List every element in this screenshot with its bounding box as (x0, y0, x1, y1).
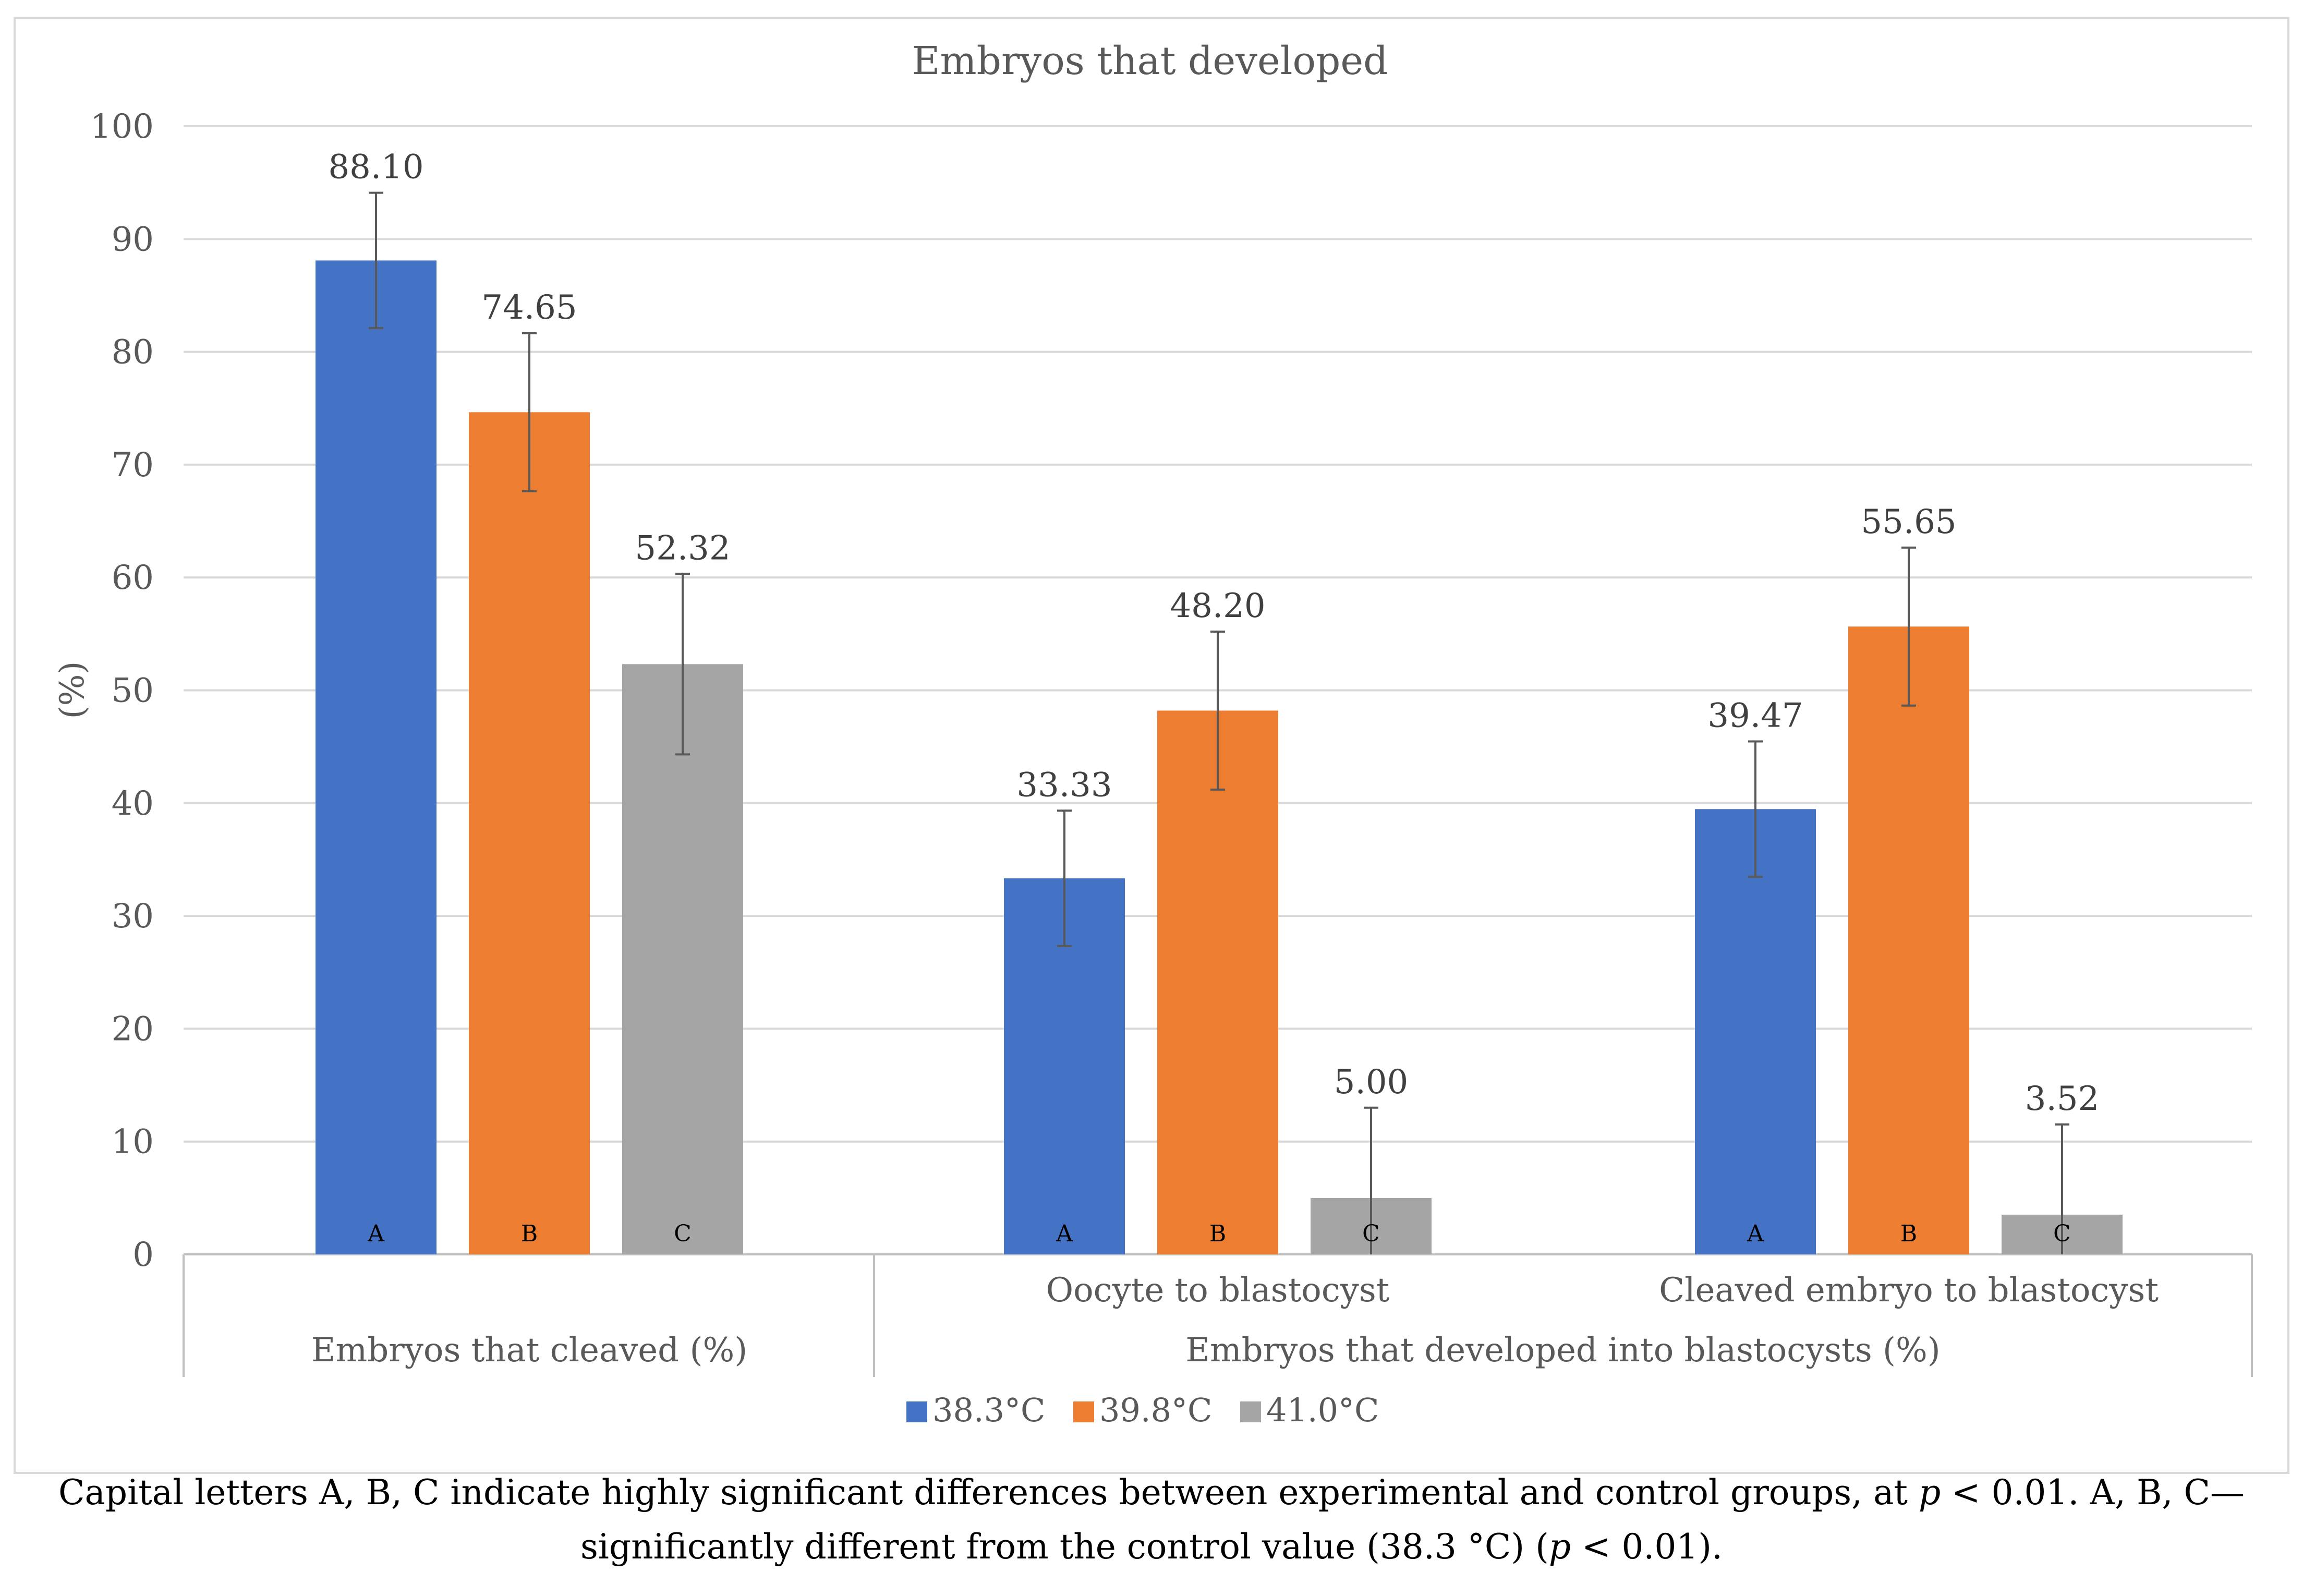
legend-swatch (1240, 1401, 1261, 1422)
significance-letter: B (521, 1220, 538, 1247)
x-category-label: Oocyte to blastocyst (1046, 1271, 1390, 1310)
y-tick-label: 50 (112, 672, 154, 710)
y-tick-label: 100 (90, 107, 154, 146)
legend-swatch (1073, 1401, 1094, 1422)
y-tick-label: 0 (132, 1236, 154, 1274)
y-tick-label: 10 (112, 1123, 154, 1162)
data-label: 74.65 (481, 288, 577, 327)
y-tick-label: 40 (112, 784, 154, 823)
significance-letter: A (1056, 1220, 1073, 1247)
significance-letter: A (367, 1220, 385, 1247)
legend-label: 41.0°C (1266, 1391, 1379, 1429)
x-category-label: Cleaved embryo to blastocyst (1659, 1271, 2159, 1310)
bar-chart: Embryos that developed 0 10 20 30 40 50 60 70 80 9… (14, 17, 2289, 1474)
data-label: 55.65 (1861, 503, 1956, 541)
caption-line-2: significantly different from the control… (580, 1527, 1723, 1567)
bar (1848, 626, 1969, 1254)
bar (469, 412, 590, 1254)
figure-caption: Capital letters A, B, C indicate highly … (0, 1466, 2303, 1574)
x-group-label: Embryos that developed into blastocysts … (1185, 1331, 1941, 1370)
y-axis-label: (%) (53, 661, 92, 719)
significance-letter: C (2053, 1220, 2071, 1247)
bar (1157, 710, 1278, 1254)
data-label: 39.47 (1707, 696, 1803, 735)
data-label: 33.33 (1016, 766, 1112, 804)
bar (622, 664, 743, 1254)
y-tick-label: 20 (112, 1010, 154, 1048)
data-label: 48.20 (1170, 587, 1265, 625)
x-group-label: Embryos that cleaved (%) (311, 1331, 747, 1370)
significance-letter: C (674, 1220, 692, 1247)
legend-label: 38.3°C (932, 1391, 1046, 1429)
data-label: 88.10 (328, 148, 423, 187)
data-label: 52.32 (635, 529, 730, 567)
data-label: 5.00 (1334, 1063, 1409, 1102)
legend-label: 39.8°C (1099, 1391, 1213, 1429)
y-tick-label: 60 (112, 559, 154, 597)
significance-letter: B (1900, 1220, 1917, 1247)
data-label: 3.52 (2025, 1080, 2100, 1118)
y-tick-label: 30 (112, 897, 154, 936)
y-tick-label: 70 (112, 446, 154, 485)
chart-title: Embryos that developed (912, 39, 1388, 83)
legend-swatch (906, 1401, 927, 1422)
y-tick-label: 90 (112, 220, 154, 259)
bar (1695, 809, 1816, 1254)
significance-letter: C (1362, 1220, 1380, 1247)
bar (316, 260, 437, 1255)
significance-letter: A (1747, 1220, 1764, 1247)
caption-line-1: Capital letters A, B, C indicate highly … (58, 1472, 2245, 1513)
y-tick-label: 80 (112, 333, 154, 372)
significance-letter: B (1209, 1220, 1226, 1247)
